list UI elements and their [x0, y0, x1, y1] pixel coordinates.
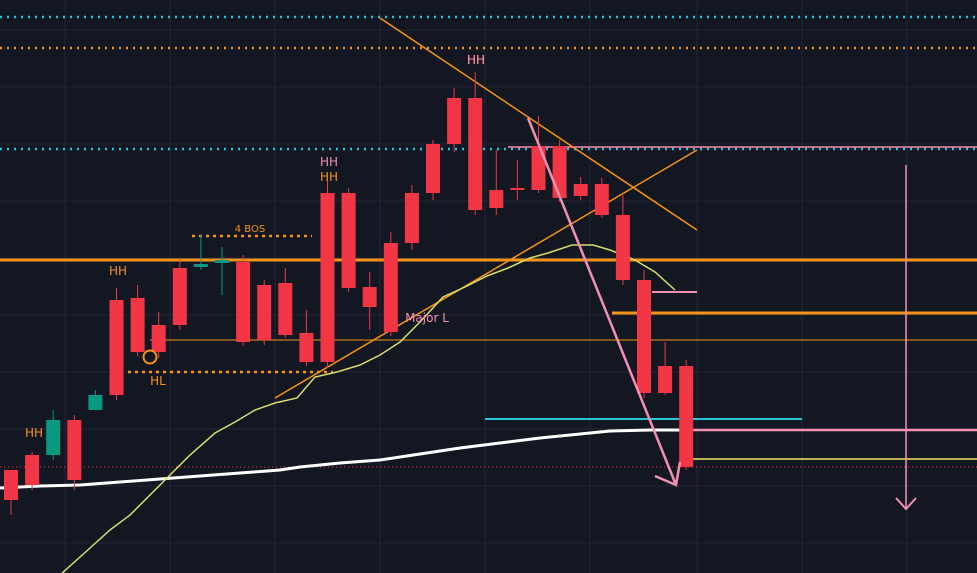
candle-body — [257, 285, 272, 340]
candle-body — [637, 280, 651, 393]
drawings — [142, 117, 917, 511]
candle-body — [489, 190, 504, 208]
candle-body — [236, 262, 251, 342]
annotation-label: HH — [467, 53, 485, 67]
candle-body — [341, 193, 356, 288]
candle-body — [299, 333, 314, 362]
bearish-candle — [658, 342, 673, 395]
candle-body — [468, 98, 483, 210]
bearish-candle — [341, 188, 356, 292]
bearish-candle — [531, 116, 546, 193]
bearish-candle — [362, 272, 377, 330]
bearish-candle — [615, 195, 630, 285]
bearish-candle — [67, 415, 82, 490]
candle-body — [4, 470, 18, 500]
slow-moving-average-line — [0, 428, 680, 490]
bearish-candle — [404, 185, 419, 250]
bearish-candle — [109, 288, 124, 400]
trend-line — [274, 149, 698, 399]
bearish-candle — [25, 452, 40, 490]
bullish-candle — [46, 410, 61, 460]
bearish-candle — [468, 72, 483, 215]
candle-body — [552, 146, 567, 198]
candle-body — [151, 325, 166, 352]
candle-body — [88, 395, 103, 410]
candle-body — [658, 366, 673, 393]
annotation-label: HL — [150, 374, 166, 388]
candle-body — [278, 283, 293, 335]
bearish-candle — [679, 360, 694, 470]
bearish-candle — [320, 178, 335, 368]
candle-body — [25, 455, 40, 485]
candle-body — [679, 366, 694, 467]
bearish-candle — [573, 177, 588, 200]
bearish-candle — [383, 232, 398, 336]
candle-body — [510, 188, 525, 190]
candle-body — [320, 193, 335, 362]
projection-arrow-line — [526, 117, 678, 486]
candle-body — [172, 268, 187, 325]
bearish-candle — [236, 255, 251, 346]
target-arrowhead — [895, 497, 917, 511]
annotation-label: HH — [320, 170, 338, 184]
candle-body — [130, 298, 145, 352]
horizontal-lines — [0, 15, 977, 468]
bullish-candle — [215, 247, 229, 295]
bearish-candle — [594, 178, 609, 218]
candle-body — [215, 260, 229, 263]
annotation-label: HH — [109, 264, 127, 278]
bearish-candle — [130, 285, 145, 356]
annotation-label: HH — [467, 53, 485, 67]
bearish-candle — [151, 312, 166, 358]
annotation-label: Major L — [405, 311, 449, 325]
higher-low-marker — [142, 349, 158, 365]
candle-body — [573, 184, 588, 196]
bearish-candle — [510, 160, 525, 200]
fast-moving-average-line — [61, 244, 676, 573]
candle-body — [426, 144, 440, 193]
candle-body — [615, 215, 630, 280]
candle-body — [594, 184, 609, 215]
bearish-candle — [426, 140, 440, 200]
bullish-candle — [88, 390, 103, 410]
candle-body — [67, 420, 82, 480]
bearish-candle — [637, 270, 651, 398]
moving-averages — [0, 244, 680, 573]
candle-body — [447, 98, 462, 144]
bearish-candle — [172, 258, 187, 330]
bearish-candle — [552, 140, 567, 202]
bearish-candle — [447, 88, 462, 152]
bearish-candle — [278, 268, 293, 338]
candles — [4, 72, 694, 515]
candle-body — [109, 300, 124, 395]
bearish-candle — [4, 470, 18, 515]
bearish-candle — [489, 150, 504, 215]
bearish-candle — [257, 280, 272, 345]
candle-body — [531, 146, 546, 190]
annotation-label: HH — [320, 155, 338, 169]
candle-body — [193, 264, 208, 267]
bearish-candle — [299, 310, 314, 366]
candle-body — [362, 287, 377, 307]
candle-body — [46, 420, 61, 455]
annotation-label: HH — [25, 426, 43, 440]
projection-arrowhead — [654, 461, 682, 487]
candle-body — [383, 243, 398, 332]
annotation-label: 4 BOS — [235, 224, 265, 235]
bullish-candle — [193, 235, 208, 270]
candle-body — [404, 193, 419, 243]
